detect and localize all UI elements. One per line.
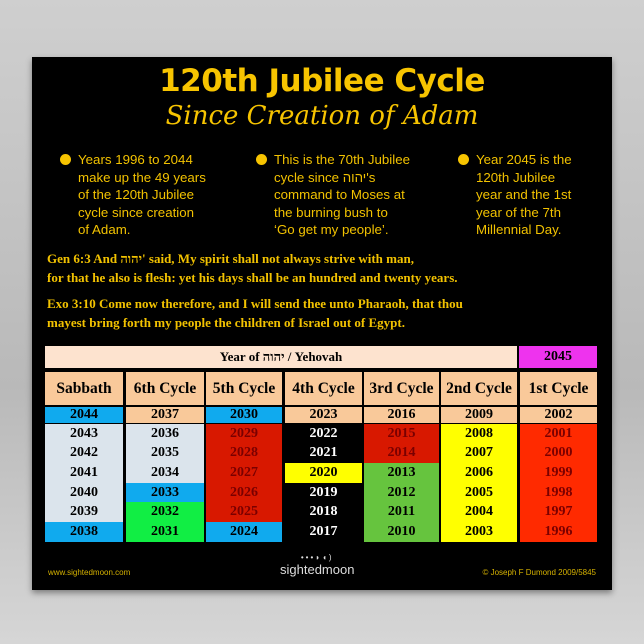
year-cell: 2028 [206,443,282,464]
bullet-line: Years 1996 to 2044 [78,152,193,167]
year-cell: 2020 [285,463,362,483]
verse-exodus: Exo 3:10 Come now therefore, and I will … [47,294,463,332]
year-cell: 2014 [364,443,439,464]
bullet-line: year of the 7th [476,204,562,220]
year-cell: 2030 [206,407,282,423]
bullet-line: the burning bush to [274,204,388,220]
poster: 120th Jubilee Cycle Since Creation of Ad… [32,57,612,590]
bullet-line: cycle since creation [78,204,195,220]
year-cell: 2025 [206,502,282,522]
year-cell: 2000 [520,443,597,464]
year-cell: 2033 [126,482,204,503]
year-cell: 2016 [364,407,439,423]
year-cell: 2007 [441,443,517,464]
bullet-line: Year 2045 is the [476,152,572,167]
bullet-dot-icon [458,154,469,165]
bullet-line: Millennial Day. [476,222,562,238]
year-cell: 1998 [520,482,597,503]
year-cell: 2011 [364,502,439,522]
year-cell: 2031 [126,522,204,542]
bullet-2: This is the 70th Jubilee cycle since יהוה… [256,151,411,239]
bullet-line: command to Moses at [274,187,405,203]
year-cell: 2006 [441,463,517,483]
year-cell: 2004 [441,502,517,522]
year-cell: 2009 [441,407,517,423]
bullet-3: Year 2045 is the 120th Jubilee year and th… [458,151,572,239]
table-banner: Year of יהוה / Yehovah [45,346,517,368]
year-cell: 2027 [206,463,282,483]
year-cell: 2029 [206,424,282,444]
bullet-line: ‘Go get my people’. [274,222,389,238]
verse-line: mayest bring forth my people the childre… [47,315,405,330]
verse-genesis: Gen 6:3 And יהוה' said, My spirit shall … [47,249,458,287]
verse-line: Exo 3:10 Come now therefore, and I will … [47,296,463,311]
bullet-line: make up the 49 years [78,169,206,185]
year-cell: 2038 [45,522,123,542]
bullet-dot-icon [256,154,267,165]
verse-line: Gen 6:3 And יהוה' said, My spirit shall … [47,251,414,266]
year-cell: 2008 [441,424,517,444]
year-cell: 1999 [520,463,597,483]
year-cell: 2044 [45,407,123,423]
column-header: 5th Cycle [206,372,282,405]
year-cell: 2018 [285,502,362,522]
year-cell: 2005 [441,482,517,503]
year-cell: 2001 [520,424,597,444]
logo: •••◗◖) sightedmoon [280,553,354,577]
bullet-line: of the 120th Jubilee [78,187,195,203]
copyright: © Joseph F Dumond 2009/5845 [482,568,596,577]
year-cell: 1997 [520,502,597,522]
year-cell: 1996 [520,522,597,542]
year-cell: 2039 [45,502,123,522]
year-cell: 2034 [126,463,204,483]
verse-line: for that he also is flesh: yet his days … [47,270,458,285]
year-cell: 2036 [126,424,204,444]
year-cell: 2023 [285,407,362,423]
year-cell: 2042 [45,443,123,464]
year-cell: 2041 [45,463,123,483]
year-cell: 2013 [364,463,439,483]
column-header: 6th Cycle [126,372,204,405]
year-cell: 2035 [126,443,204,464]
year-cell: 2022 [285,424,362,444]
bullet-line: year and the 1st [476,187,572,203]
bullet-line: 120th Jubilee [476,169,556,185]
year-cell: 2032 [126,502,204,522]
year-cell: 2040 [45,482,123,503]
jubilee-year-cell: 2045 [519,346,597,368]
year-cell: 2026 [206,482,282,503]
column-header: 4th Cycle [285,372,362,405]
column-header: 1st Cycle [520,372,597,405]
year-cell: 2037 [126,407,204,423]
year-cell: 2017 [285,522,362,542]
year-cell: 2021 [285,443,362,464]
year-cell: 2002 [520,407,597,423]
year-cell: 2019 [285,482,362,503]
year-cell: 2015 [364,424,439,444]
title: 120th Jubilee Cycle [159,63,485,99]
year-cell: 2003 [441,522,517,542]
year-cell: 2043 [45,424,123,444]
year-cell: 2012 [364,482,439,503]
column-header: Sabbath [45,372,123,405]
bullet-dot-icon [60,154,71,165]
logo-text: sightedmoon [280,562,355,577]
bullet-1: Years 1996 to 2044 make up the 49 years of… [60,151,206,239]
year-cell: 2010 [364,522,439,542]
column-header: 3rd Cycle [364,372,439,405]
year-cell: 2024 [206,522,282,542]
bullet-line: of Adam. [78,222,131,238]
bullet-line: cycle since יהוה's [274,169,376,185]
website[interactable]: www.sightedmoon.com [48,568,131,577]
subtitle: Since Creation of Adam [165,101,479,131]
column-header: 2nd Cycle [441,372,517,405]
bullet-line: This is the 70th Jubilee [274,152,411,167]
moon-phases-icon: •••◗◖) [300,553,334,562]
